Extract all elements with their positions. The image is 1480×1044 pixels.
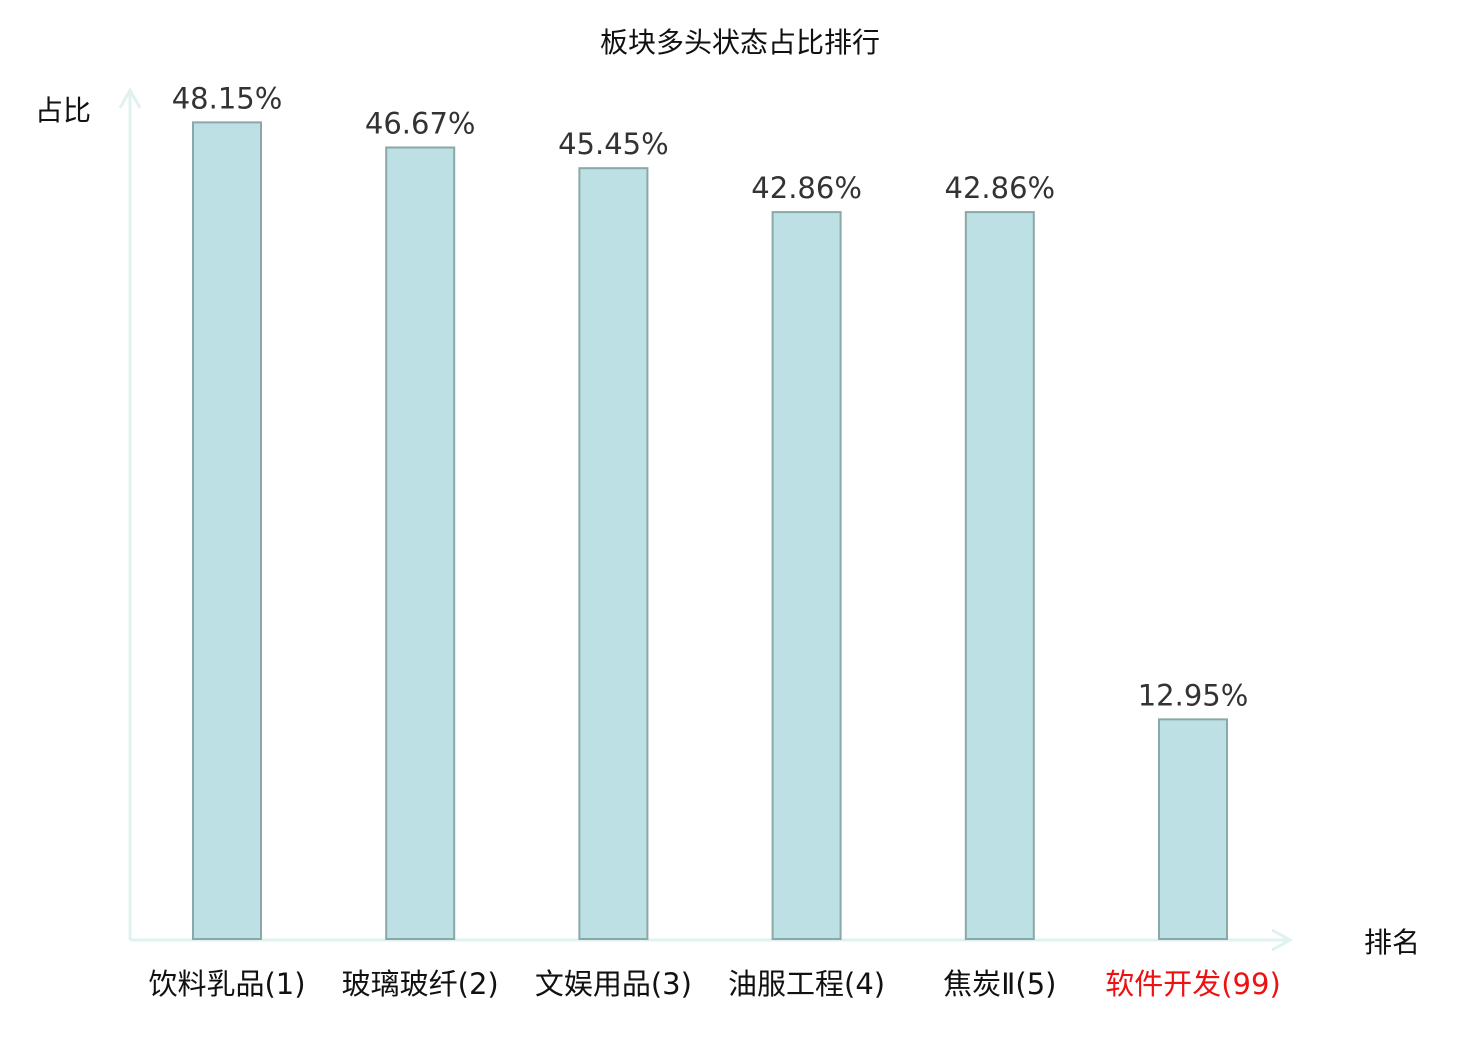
axes [118, 86, 1294, 952]
data-label: 48.15% [172, 81, 283, 115]
x-tick-label: 油服工程(4) [728, 967, 885, 1001]
x-tick-label: 玻璃玻纤(2) [342, 967, 499, 1001]
bar [192, 121, 262, 941]
x-tick-label: 饮料乳品(1) [148, 967, 305, 1001]
x-tick-label: 文娱用品(3) [535, 967, 692, 1001]
bar [578, 167, 649, 940]
chart-title: 板块多头状态占比排行 [600, 26, 880, 59]
bar [771, 211, 842, 940]
bar [385, 146, 456, 940]
data-label: 42.86% [945, 171, 1056, 205]
y-axis-label: 占比 [35, 94, 91, 127]
x-axis-label: 排名 [1364, 926, 1420, 959]
bar [1158, 718, 1228, 940]
x-tick-label: 软件开发(99) [1105, 967, 1281, 1001]
x-tick-label: 焦炭Ⅱ(5) [943, 967, 1056, 1001]
data-label: 45.45% [558, 127, 669, 161]
x-axis-arrow-icon [1271, 928, 1294, 952]
data-label: 46.67% [365, 106, 476, 140]
y-axis-arrow-icon [118, 86, 142, 109]
data-label: 42.86% [751, 171, 862, 205]
bar [964, 211, 1035, 940]
data-label: 12.95% [1138, 678, 1249, 712]
